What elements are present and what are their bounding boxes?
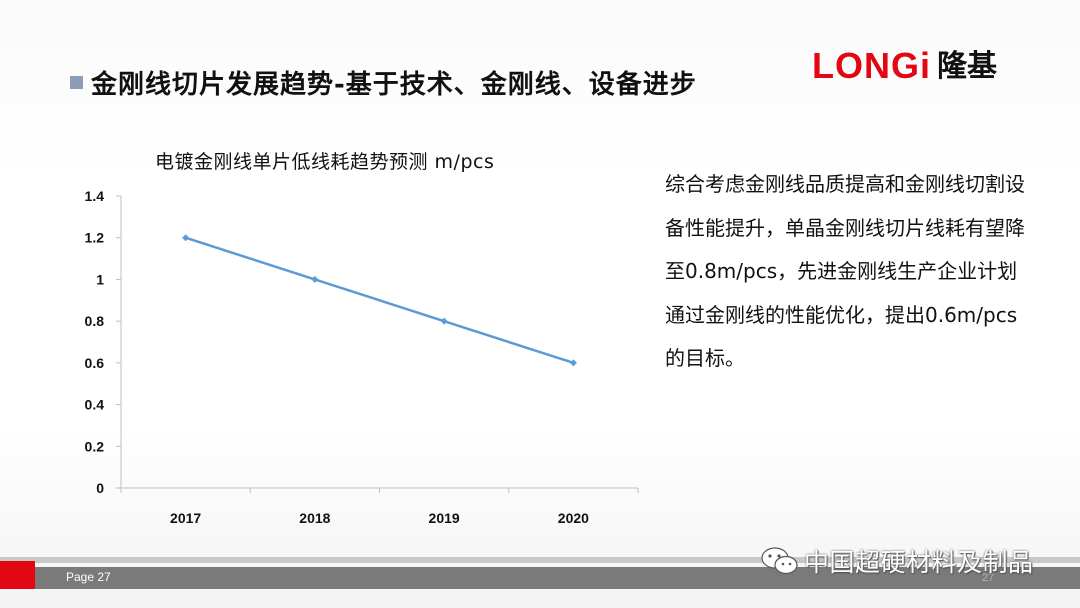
watermark: 中国超硬材料及制品 — [760, 543, 1034, 579]
logo-text-cn: 隆基 — [937, 49, 997, 84]
y-tick-label: 0.6 — [85, 355, 105, 371]
watermark-text: 中国超硬材料及制品 — [804, 548, 1034, 577]
title-row: 金刚线切片发展趋势-基于技术、金刚线、设备进步 — [70, 62, 697, 102]
y-tick-label: 0.8 — [85, 313, 105, 329]
footer-accent — [0, 561, 35, 589]
data-point — [440, 317, 448, 325]
y-tick-label: 0.4 — [85, 397, 105, 413]
page-label: Page 27 — [66, 570, 111, 584]
y-tick-label: 0.2 — [85, 438, 105, 454]
x-tick-label: 2020 — [558, 510, 589, 526]
footer-bar — [0, 567, 1080, 589]
x-tick-label: 2018 — [299, 510, 330, 526]
series-line — [185, 236, 574, 365]
title-bullet — [70, 75, 83, 89]
data-point — [311, 275, 319, 283]
logo-text-en: LONGi — [812, 45, 931, 86]
y-tick-label: 1.4 — [85, 188, 105, 204]
footer-divider — [0, 557, 1080, 563]
y-tick-label: 1 — [96, 271, 104, 287]
y-tick-label: 0 — [96, 480, 104, 496]
chart-title: 电镀金刚线单片低线耗趋势预测 m/pcs — [155, 151, 495, 173]
page-number: 27 — [982, 572, 995, 584]
longi-logo: LONGi 隆基 — [812, 48, 997, 84]
x-tick-label: 2019 — [429, 510, 460, 526]
description-text: 综合考虑金刚线品质提高和金刚线切割设备性能提升，单晶金刚线切片线耗有望降至0.8… — [665, 172, 1025, 370]
data-point — [182, 234, 190, 242]
wechat-icon — [761, 547, 798, 575]
page-title: 金刚线切片发展趋势-基于技术、金刚线、设备进步 — [91, 69, 697, 100]
x-tick-label: 2017 — [170, 510, 201, 526]
data-point — [569, 359, 577, 367]
y-tick-label: 1.2 — [85, 230, 105, 246]
